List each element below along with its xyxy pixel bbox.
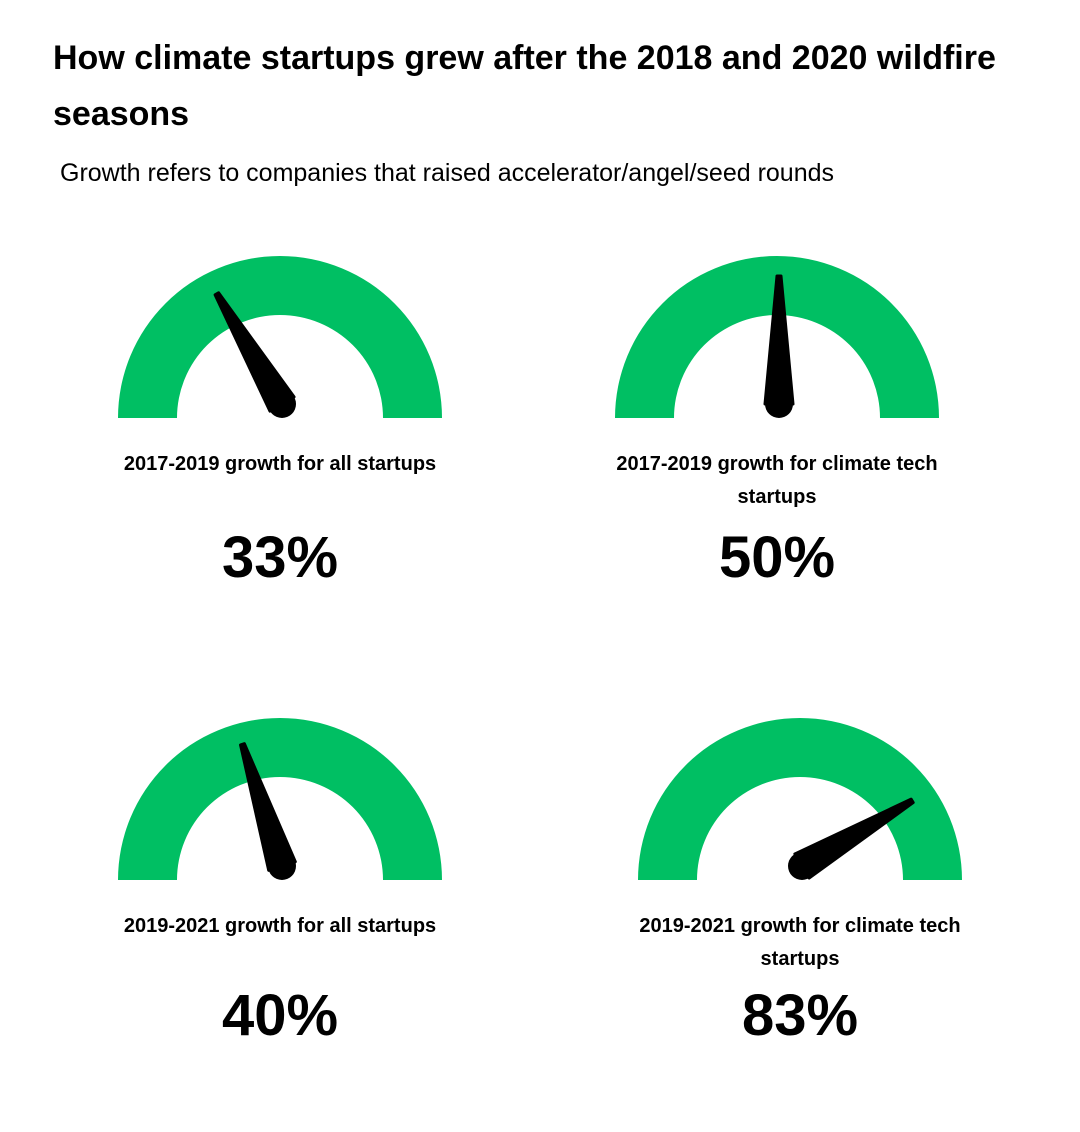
gauge-value: 83% (741, 983, 859, 1048)
chart-subtitle: Growth refers to companies that raised a… (60, 159, 835, 187)
gauge-svg (638, 718, 962, 880)
gauge-all-2019-2021: 2019-2021 growth for all startups 40% (80, 702, 480, 1132)
gauge-climate-2019-2021: 2019-2021 growth for climate tech startu… (600, 702, 1000, 1132)
gauge-label: 2017-2019 growth for all startups (123, 453, 437, 475)
gauge-arc (118, 256, 442, 418)
gauge-value: 33% (221, 525, 339, 590)
gauge-label: 2017-2019 growth for climate tech startu… (616, 453, 938, 508)
gauge-svg (118, 256, 442, 418)
gauge-label: 2019-2021 growth for all startups (123, 915, 437, 937)
gauge-arc (615, 256, 939, 418)
gauge-needle-hub (268, 390, 296, 418)
gauge-needle-hub (788, 852, 816, 880)
gauge-value: 40% (221, 983, 339, 1048)
gauge-svg (118, 718, 442, 880)
gauge-svg (615, 256, 939, 418)
gauge-label: 2019-2021 growth for climate tech startu… (639, 915, 961, 970)
gauge-needle-hub (268, 852, 296, 880)
gauge-value: 50% (718, 525, 836, 590)
gauge-climate-2017-2019: 2017-2019 growth for climate tech startu… (577, 240, 977, 670)
chart-title: How climate startups grew after the 2018… (53, 39, 996, 133)
gauge-needle-hub (765, 390, 793, 418)
gauge-arc (118, 718, 442, 880)
gauge-all-2017-2019: 2017-2019 growth for all startups 33% (80, 240, 480, 670)
gauge-arc (638, 718, 962, 880)
